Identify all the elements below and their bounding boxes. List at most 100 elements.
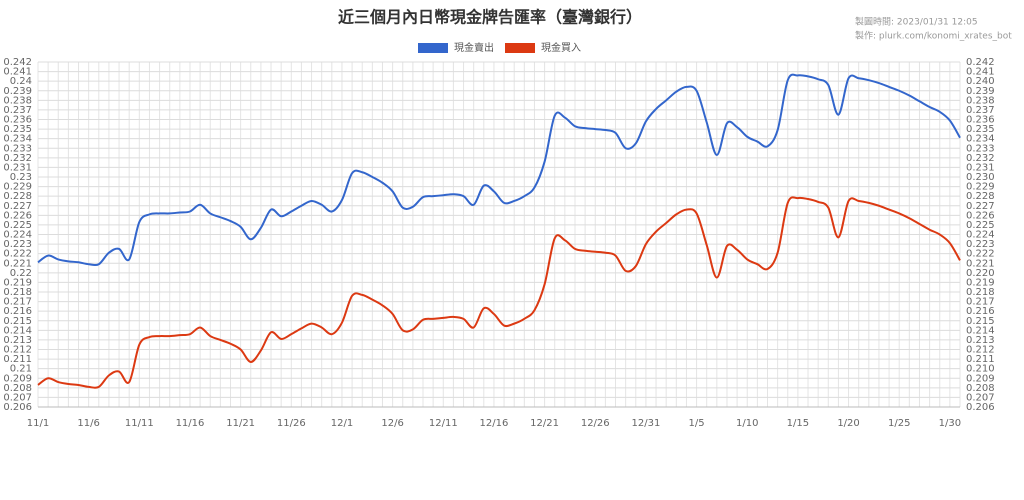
y2-tick-label: 0.213 [966,335,995,346]
y-tick-label: 0.227 [3,201,32,212]
x-tick-label: 11/21 [226,418,255,429]
y-tick-label: 0.211 [3,354,32,365]
note: 製作: plurk.com/konomi_xrates_bot [855,30,1012,42]
y2-tick-label: 0.217 [966,297,995,308]
x-tick-label: 11/1 [27,418,49,429]
y-tick-label: 0.221 [3,258,32,269]
y-tick-label: 0.237 [3,105,32,116]
y-tick-label: 0.241 [3,67,32,78]
y2-tick-label: 0.227 [966,201,995,212]
y2-tick-label: 0.210 [966,364,995,375]
y-tick-label: 0.226 [3,210,32,221]
y2-tick-label: 0.240 [966,76,995,87]
y-tick-label: 0.233 [3,143,32,154]
x-tick-label: 12/31 [631,418,660,429]
x-tick-label: 11/16 [176,418,205,429]
y-tick-label: 0.231 [3,162,32,173]
y-tick-label: 0.23 [10,172,32,183]
y-tick-label: 0.234 [3,134,32,145]
x-tick-label: 1/10 [736,418,758,429]
x-tick-label: 11/26 [277,418,306,429]
line [37,196,961,389]
y2-tick-label: 0.226 [966,210,995,221]
x-tick-label: 12/1 [331,418,353,429]
x-tick-label: 11/6 [77,418,99,429]
y2-tick-label: 0.236 [966,115,995,126]
y-tick-label: 0.229 [3,182,32,193]
y-tick-label: 0.242 [3,57,32,68]
y-tick-label: 0.207 [3,392,32,403]
y2-tick-label: 0.237 [966,105,995,116]
y2-tick-label: 0.224 [966,230,995,241]
y2-tick-label: 0.232 [966,153,995,164]
y-tick-label: 0.235 [3,124,32,135]
x-tick-label: 12/11 [429,418,458,429]
y2-tick-label: 0.216 [966,306,995,317]
y2-tick-label: 0.235 [966,124,995,135]
y2-tick-label: 0.221 [966,258,995,269]
y2-tick-label: 0.206 [966,402,995,413]
y-tick-label: 0.238 [3,95,32,106]
y2-tick-label: 0.212 [966,345,995,356]
y2-tick-label: 0.242 [966,57,995,68]
y-tick-label: 0.214 [3,325,32,336]
x-tick-label: 12/16 [480,418,509,429]
y-tick-label: 0.24 [10,76,32,87]
y-tick-label: 0.213 [3,335,32,346]
y-tick-label: 0.217 [3,297,32,308]
y-tick-label: 0.206 [3,402,32,413]
note: 製圖時間: 2023/01/31 12:05 [855,16,978,28]
x-tick-label: 12/21 [530,418,559,429]
y-tick-label: 0.232 [3,153,32,164]
y-tick-label: 0.218 [3,287,32,298]
y2-tick-label: 0.231 [966,162,995,173]
y2-tick-label: 0.220 [966,268,995,279]
y2-tick-label: 0.223 [966,239,995,250]
x-tick-label: 1/25 [888,418,910,429]
y-tick-label: 0.224 [3,230,32,241]
y-tick-label: 0.228 [3,191,32,202]
y2-tick-label: 0.234 [966,134,995,145]
x-tick-label: 11/11 [125,418,154,429]
y2-tick-label: 0.238 [966,95,995,106]
y2-tick-label: 0.241 [966,67,995,78]
x-tick-label: 12/26 [581,418,610,429]
y2-tick-label: 0.230 [966,172,995,183]
y-tick-label: 0.215 [3,316,32,327]
x-tick-label: 12/6 [381,418,403,429]
y2-tick-label: 0.222 [966,249,995,260]
x-tick-label: 1/30 [939,418,961,429]
y2-tick-label: 0.215 [966,316,995,327]
y2-tick-label: 0.214 [966,325,995,336]
x-tick-label: 1/20 [837,418,859,429]
y-tick-label: 0.236 [3,115,32,126]
y2-tick-label: 0.233 [966,143,995,154]
y2-tick-label: 0.207 [966,392,995,403]
y-tick-label: 0.239 [3,86,32,97]
y-tick-label: 0.225 [3,220,32,231]
y2-tick-label: 0.239 [966,86,995,97]
chart-title: 近三個月內日幣現金牌告匯率（臺灣銀行） [338,8,642,27]
y2-tick-label: 0.225 [966,220,995,231]
legend-swatch [418,43,448,53]
y-tick-label: 0.21 [10,364,32,375]
legend-label: 現金買入 [541,41,581,54]
y-tick-label: 0.219 [3,277,32,288]
y-tick-label: 0.212 [3,345,32,356]
y2-tick-label: 0.209 [966,373,995,384]
y2-tick-label: 0.219 [966,277,995,288]
y-tick-label: 0.223 [3,239,32,250]
y2-tick-label: 0.211 [966,354,995,365]
y-tick-label: 0.222 [3,249,32,260]
y2-tick-label: 0.229 [966,182,995,193]
legend-label: 現金賣出 [454,41,494,54]
x-tick-label: 1/5 [689,418,705,429]
y-tick-label: 0.22 [10,268,32,279]
y-tick-label: 0.209 [3,373,32,384]
y2-tick-label: 0.228 [966,191,995,202]
y-tick-label: 0.208 [3,383,32,394]
line [37,73,961,267]
x-tick-label: 1/15 [787,418,809,429]
y2-tick-label: 0.208 [966,383,995,394]
